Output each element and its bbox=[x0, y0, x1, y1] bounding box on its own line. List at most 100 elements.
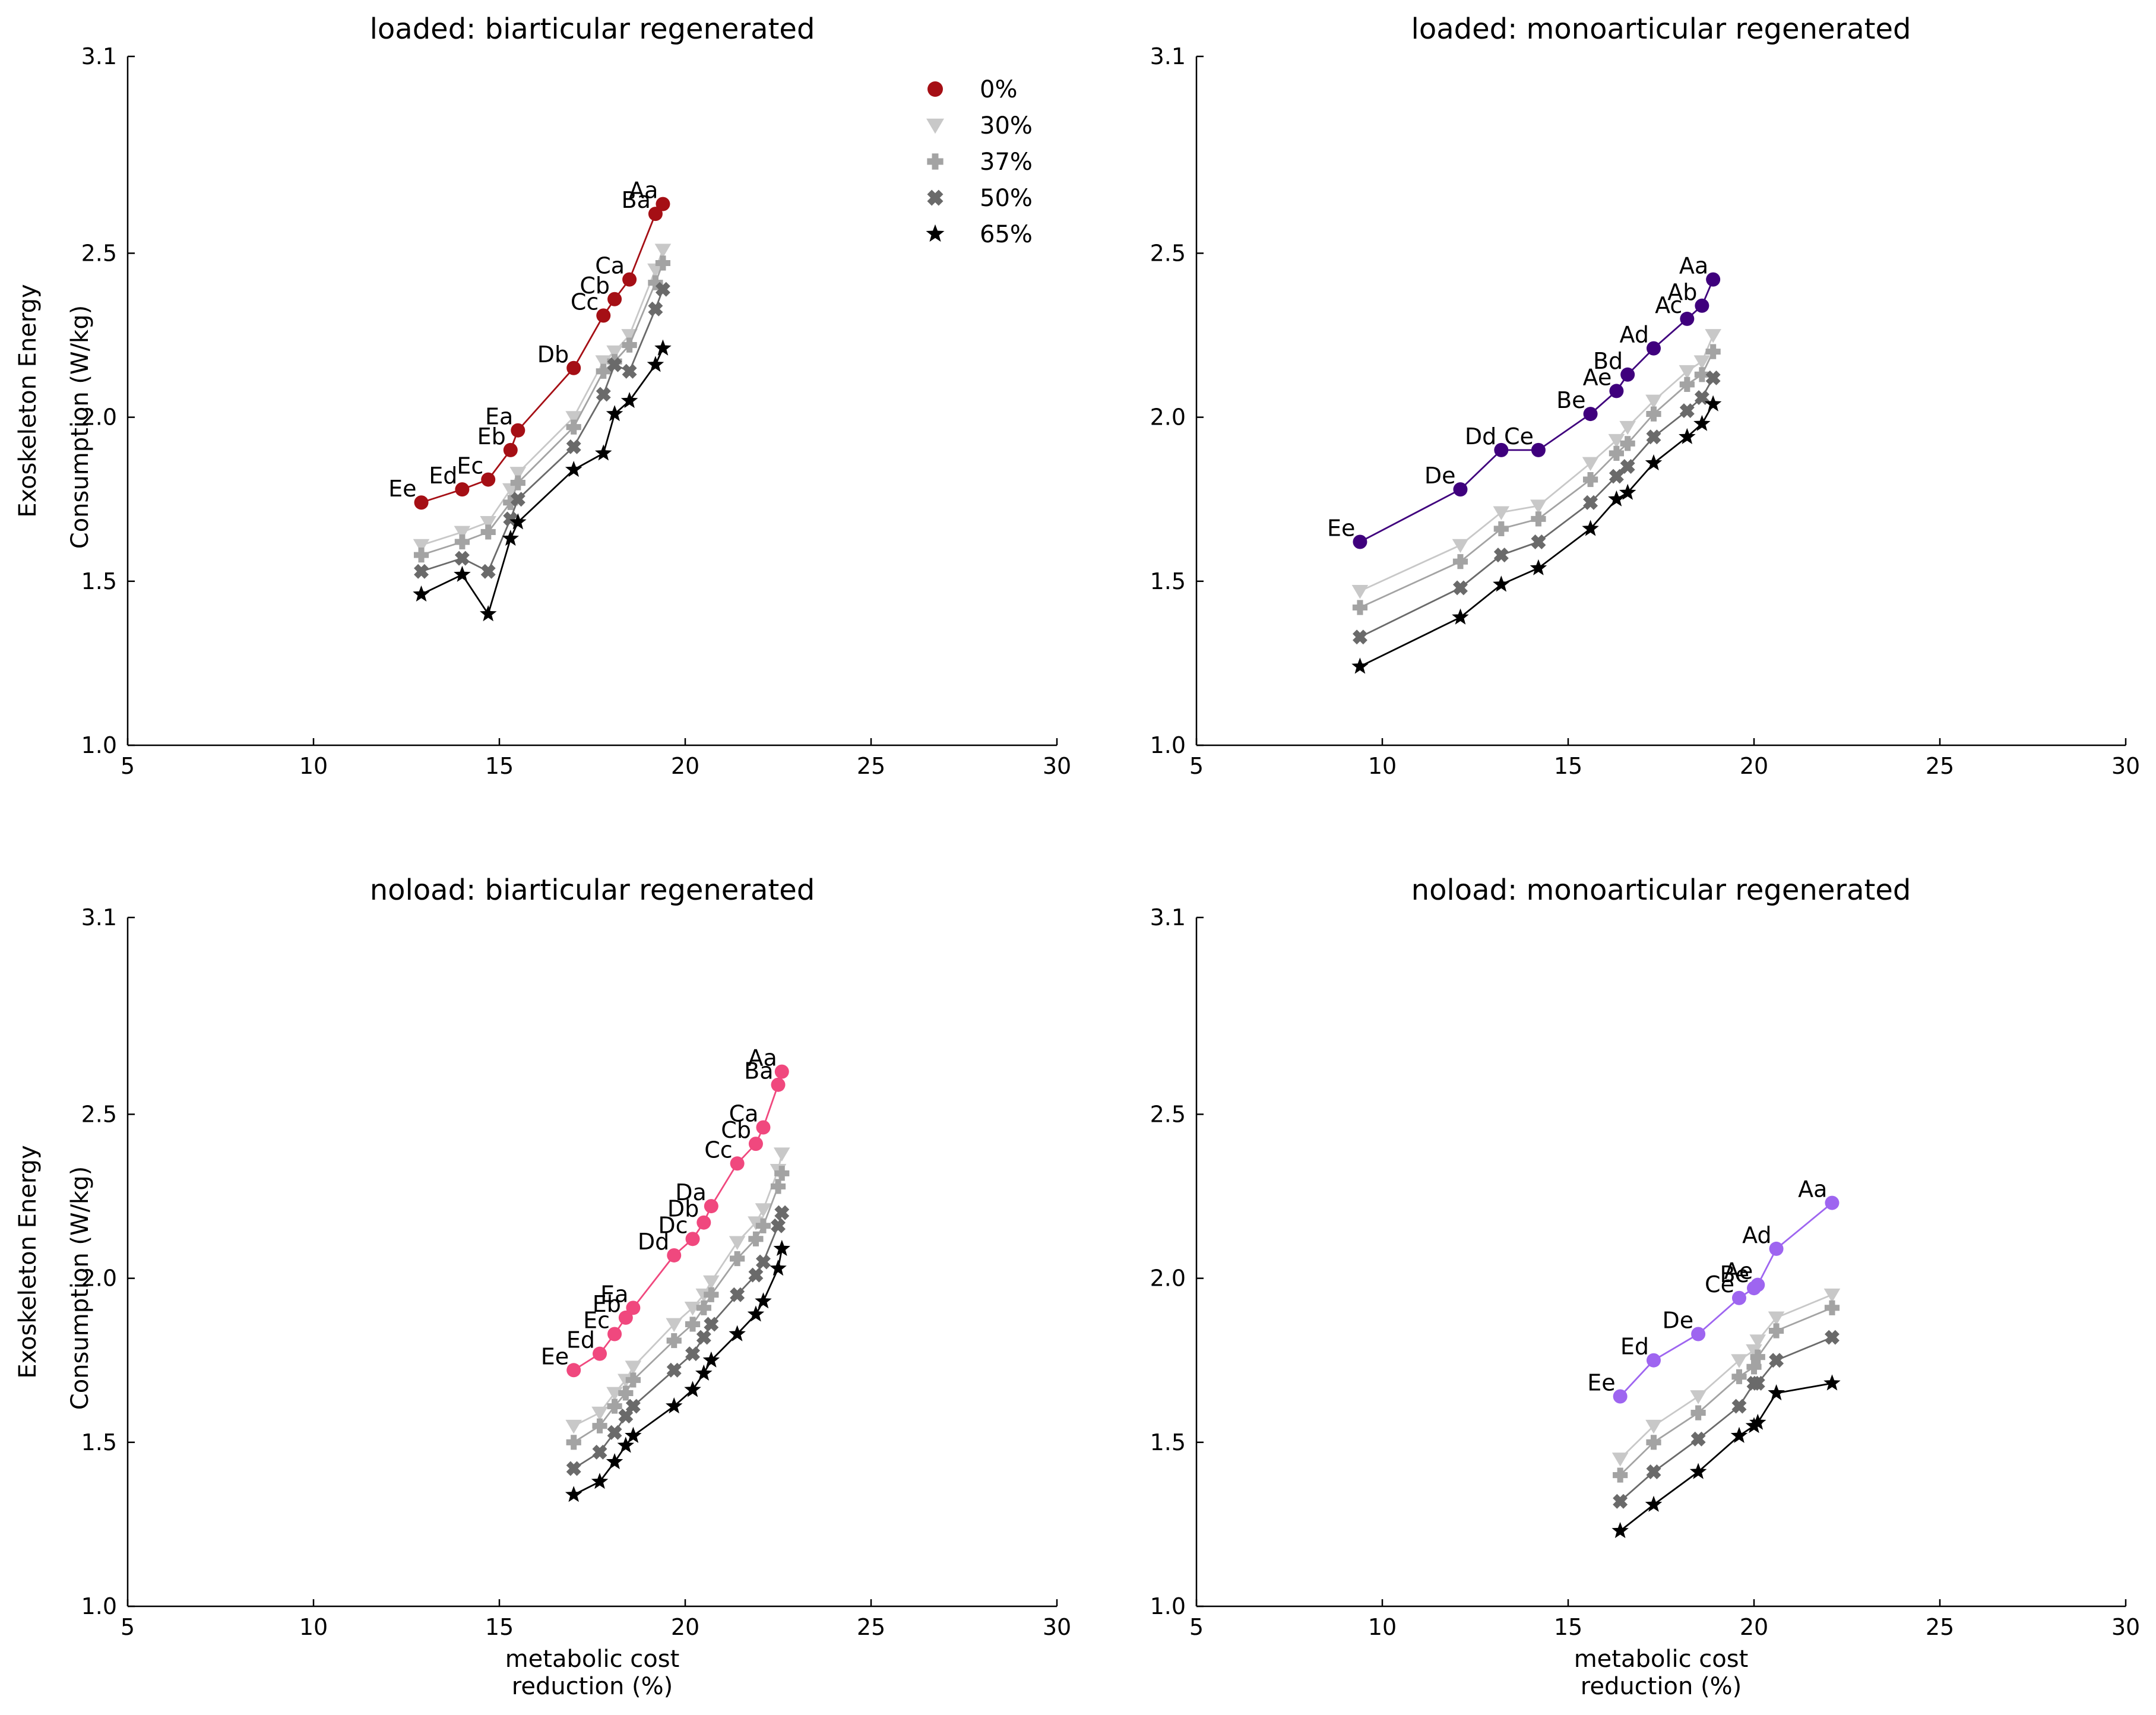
y-tick-label: 3.1 bbox=[1150, 904, 1186, 931]
legend-marker bbox=[927, 189, 944, 206]
point-label: Db bbox=[667, 1196, 699, 1222]
series-37pct bbox=[566, 1166, 790, 1450]
chart-panel-2: loaded: monoarticular regenerated 5 10 15 20… bbox=[1150, 12, 2141, 779]
data-point bbox=[1583, 407, 1598, 422]
data-point bbox=[1769, 1353, 1784, 1368]
data-point bbox=[1731, 1290, 1746, 1305]
data-point bbox=[1352, 629, 1367, 645]
data-point bbox=[413, 539, 430, 553]
series-37pct bbox=[413, 255, 671, 563]
data-point bbox=[1620, 459, 1635, 474]
series-37pct bbox=[1613, 1300, 1840, 1483]
data-point bbox=[1612, 1453, 1629, 1467]
data-point bbox=[1746, 1359, 1762, 1375]
data-point bbox=[770, 1260, 787, 1276]
x-tick-label: 15 bbox=[485, 753, 514, 779]
data-point bbox=[480, 516, 497, 530]
data-point bbox=[510, 492, 525, 507]
data-point bbox=[1693, 355, 1711, 369]
point-label: Aa bbox=[629, 178, 658, 204]
point-label: Bd bbox=[1593, 348, 1623, 374]
x-axis-label: metabolic cost bbox=[505, 1646, 680, 1673]
data-point bbox=[666, 1362, 682, 1378]
data-point bbox=[730, 1156, 745, 1171]
data-point bbox=[1705, 344, 1721, 359]
data-point bbox=[625, 1398, 641, 1414]
data-point bbox=[606, 345, 623, 360]
data-point bbox=[625, 1372, 641, 1388]
chart-panel-3: noload: biarticular regenerated 5 10 15 20 25… bbox=[14, 874, 1071, 1700]
data-point bbox=[502, 530, 519, 546]
legend-label: 50% bbox=[980, 185, 1033, 212]
data-point bbox=[1680, 311, 1695, 326]
data-point bbox=[1608, 434, 1625, 448]
x-tick-label: 10 bbox=[299, 753, 328, 779]
point-label: Be bbox=[1720, 1261, 1749, 1287]
data-point bbox=[1706, 272, 1721, 287]
data-point bbox=[1530, 499, 1547, 514]
point-label: Dc bbox=[658, 1212, 688, 1238]
data-point bbox=[654, 243, 672, 258]
legend-label: 65% bbox=[980, 221, 1033, 248]
y-tick-label: 3.1 bbox=[81, 43, 117, 69]
data-point bbox=[1679, 376, 1695, 392]
data-point bbox=[1645, 1495, 1663, 1512]
data-point bbox=[1646, 1435, 1661, 1450]
series-30pct bbox=[413, 243, 672, 553]
point-label: Ba bbox=[622, 187, 651, 213]
point-label: Dd bbox=[638, 1229, 669, 1255]
point-label: Ee bbox=[541, 1343, 569, 1369]
data-point bbox=[1609, 384, 1624, 398]
data-point bbox=[1351, 585, 1369, 599]
data-point bbox=[1750, 1349, 1765, 1365]
data-point bbox=[595, 444, 612, 461]
data-point bbox=[1646, 1464, 1661, 1479]
y-tick-label: 1.0 bbox=[81, 1593, 117, 1619]
data-point bbox=[648, 275, 663, 290]
data-point bbox=[1646, 341, 1661, 356]
x-tick-label: 25 bbox=[857, 1614, 885, 1640]
data-point bbox=[607, 1425, 622, 1440]
data-point bbox=[685, 1232, 700, 1246]
data-point bbox=[622, 363, 637, 379]
point-label: Ea bbox=[600, 1281, 628, 1307]
x-tick-label: 10 bbox=[299, 1614, 328, 1640]
data-point bbox=[770, 1179, 786, 1194]
data-point bbox=[1612, 1522, 1629, 1539]
data-point bbox=[618, 1310, 633, 1325]
point-label: Ea bbox=[485, 404, 513, 430]
series-50pct bbox=[1352, 370, 1721, 645]
data-point bbox=[1353, 534, 1367, 549]
legend-marker bbox=[926, 224, 945, 242]
data-point bbox=[566, 419, 581, 435]
data-point bbox=[620, 392, 638, 409]
chart-title: noload: biarticular regenerated bbox=[370, 874, 815, 907]
x-tick-label: 30 bbox=[2111, 1614, 2140, 1640]
point-label: Ec bbox=[583, 1308, 610, 1334]
data-point bbox=[1705, 370, 1721, 385]
x-axis-label: reduction (%) bbox=[1581, 1673, 1742, 1700]
y-tick-label: 1.5 bbox=[1150, 1429, 1186, 1455]
data-point bbox=[685, 1317, 701, 1332]
x-tick-label: 30 bbox=[1043, 753, 1071, 779]
y-tick-label: 2.5 bbox=[1150, 240, 1186, 266]
data-point bbox=[1620, 367, 1635, 382]
data-point bbox=[1705, 329, 1721, 343]
x-tick-label: 20 bbox=[671, 753, 699, 779]
point-label: Be bbox=[1556, 387, 1585, 413]
data-point bbox=[696, 1330, 711, 1345]
data-point bbox=[592, 1418, 607, 1434]
data-point bbox=[592, 1444, 607, 1460]
data-point bbox=[666, 1318, 683, 1333]
data-point bbox=[730, 1251, 745, 1267]
data-point bbox=[503, 495, 518, 510]
data-point bbox=[1351, 657, 1369, 674]
point-label: Ac bbox=[1655, 292, 1682, 318]
data-point bbox=[696, 1215, 711, 1230]
point-label: De bbox=[1424, 463, 1456, 489]
data-point bbox=[1746, 1344, 1762, 1359]
data-point bbox=[703, 1275, 720, 1290]
data-point bbox=[1493, 548, 1509, 563]
data-point bbox=[747, 1305, 765, 1322]
